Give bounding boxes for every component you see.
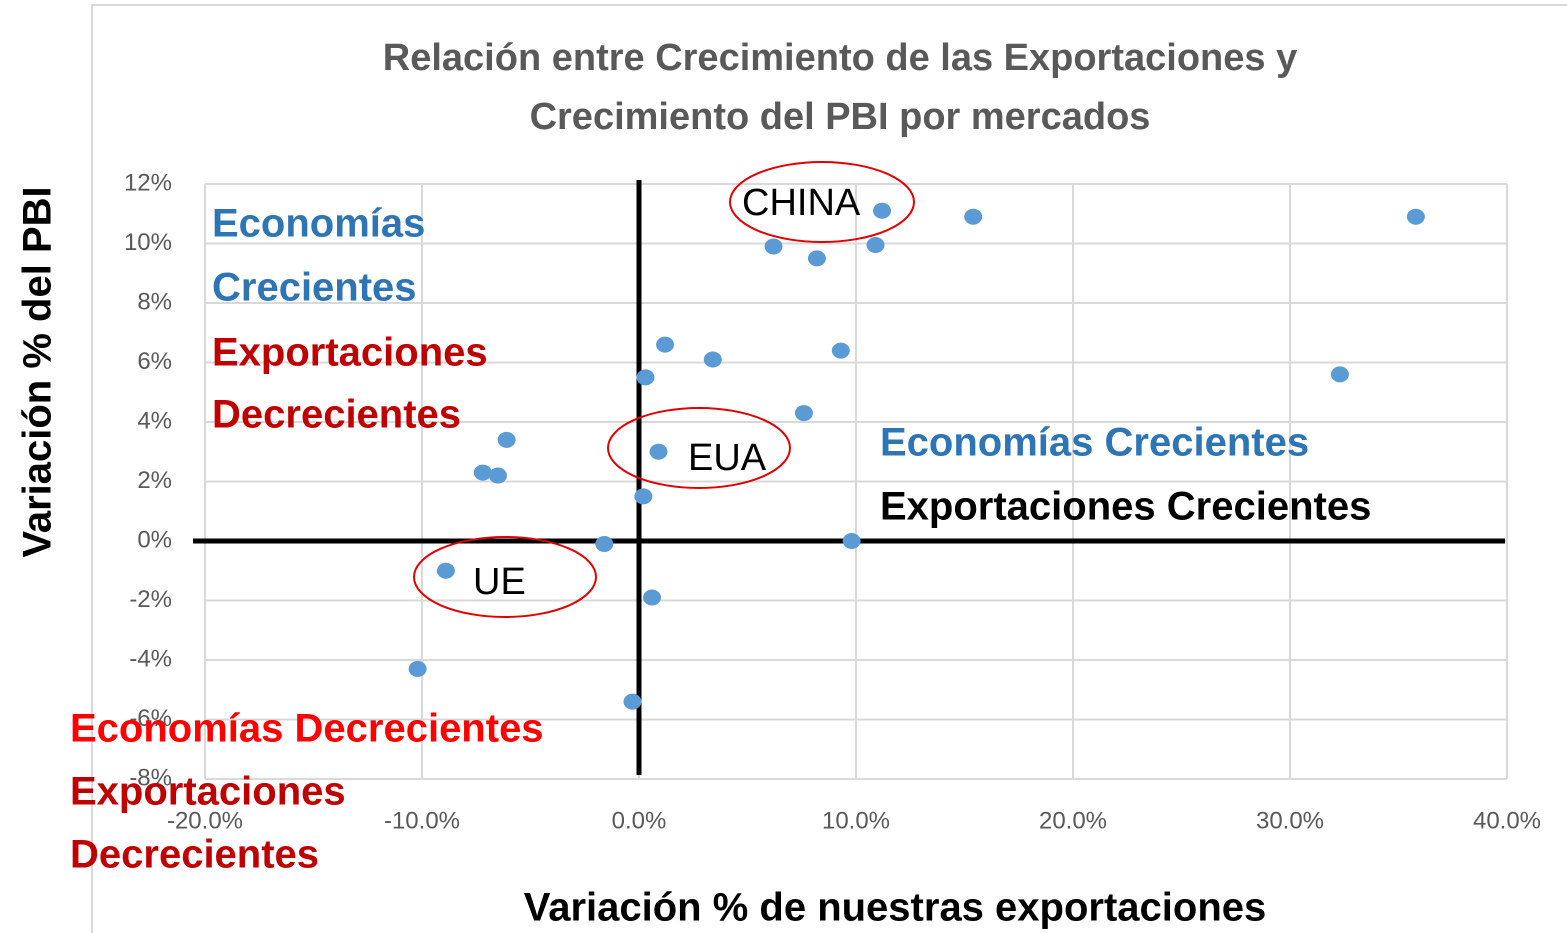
quadrant-label: Economías Crecientes	[880, 421, 1309, 465]
point	[488, 467, 507, 484]
point	[873, 202, 892, 219]
x-tick-label: -10.0%	[384, 807, 460, 834]
point	[656, 336, 675, 353]
quadrant-label: Decrecientes	[212, 393, 461, 437]
chart-frame	[91, 4, 1567, 933]
quadrant-label: Economías Decrecientes	[70, 707, 544, 751]
y-tick-label: -6%	[129, 705, 172, 732]
y-tick-label: 2%	[137, 467, 172, 494]
quadrant-label: Exportaciones Crecientes	[880, 485, 1371, 529]
x-axis-label: Variación % de nuestras exportaciones	[524, 886, 1267, 930]
point	[1406, 208, 1425, 225]
highlight-ellipse	[729, 161, 915, 243]
point	[636, 369, 655, 386]
point	[649, 443, 668, 460]
highlight-ellipse	[607, 407, 791, 489]
quadrant-label: Exportaciones	[212, 331, 488, 375]
y-tick-label: 8%	[137, 288, 172, 315]
y-tick-label: 12%	[124, 169, 172, 196]
points	[408, 202, 1425, 710]
x-tick-label: 30.0%	[1256, 807, 1324, 834]
point	[842, 533, 861, 549]
point	[866, 236, 885, 253]
highlight-ellipse	[413, 536, 597, 618]
x-tick-label: -20.0%	[167, 807, 243, 834]
point	[623, 693, 642, 710]
x-tick-label: 0.0%	[612, 807, 667, 834]
quadrant-label: Economías	[212, 202, 425, 246]
point	[497, 431, 516, 448]
annotation: UE	[473, 561, 526, 603]
x-tick-label: 10.0%	[822, 807, 890, 834]
annotation: CHINA	[742, 182, 861, 224]
point	[764, 238, 783, 255]
annotations: CHINA EUA UE Economías Crecientes Export…	[70, 182, 1371, 877]
chart-title: Crecimiento del PBI por mercados	[530, 96, 1151, 138]
point	[807, 250, 826, 267]
point	[595, 535, 614, 552]
y-tick-label: 0%	[137, 526, 172, 553]
point	[703, 351, 722, 368]
y-axis-label: Variación % del PBI	[16, 186, 60, 557]
point	[794, 405, 813, 422]
x-tick-label: 40.0%	[1473, 807, 1541, 834]
y-tick-label: -8%	[129, 764, 172, 791]
point	[1330, 366, 1349, 383]
annotation: EUA	[688, 437, 767, 479]
point	[831, 342, 850, 359]
chart-title: Relación entre Crecimiento de las Export…	[383, 37, 1297, 79]
quadrant-label: Crecientes	[212, 266, 417, 310]
y-tick-label: 4%	[137, 407, 172, 434]
quadrant-label: Exportaciones	[70, 770, 346, 814]
y-tick-label: 10%	[124, 229, 172, 256]
point	[634, 488, 653, 505]
y-tick-label: -2%	[129, 586, 172, 613]
y-tick-label: -4%	[129, 645, 172, 672]
y-tick-label: 6%	[137, 348, 172, 375]
point	[964, 208, 983, 225]
x-tick-label: 20.0%	[1039, 807, 1107, 834]
point	[408, 660, 427, 677]
point	[643, 589, 662, 606]
point	[473, 464, 492, 481]
point	[436, 562, 455, 579]
quadrant-label: Decrecientes	[70, 833, 319, 877]
